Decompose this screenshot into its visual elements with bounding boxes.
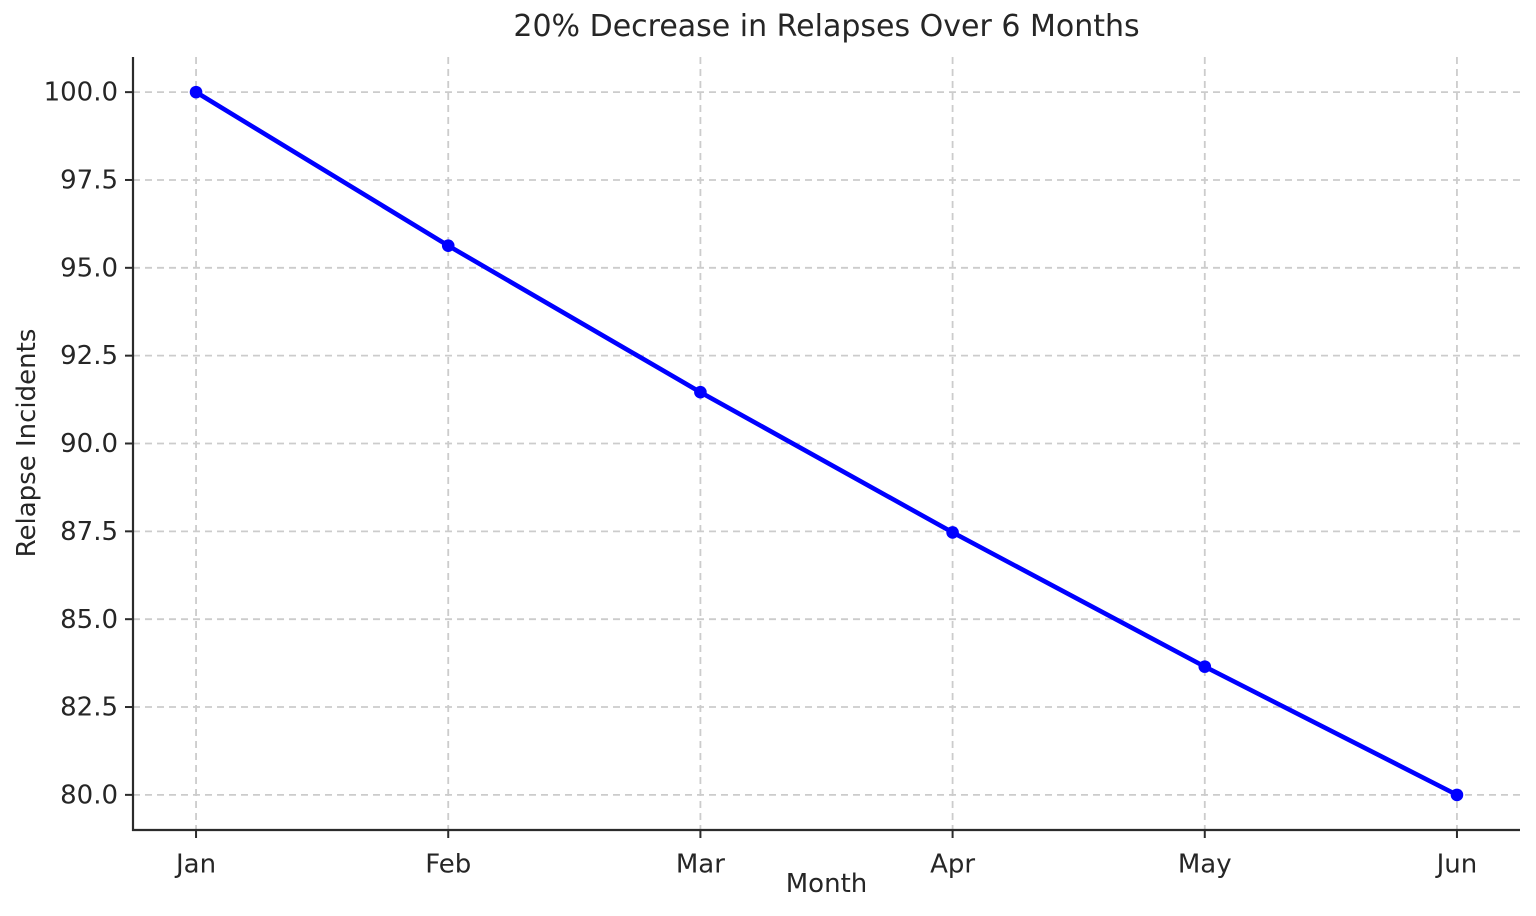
y-tick-label: 90.0 [60, 429, 118, 459]
data-point [189, 85, 203, 99]
x-axis-label: Month [785, 869, 868, 899]
x-tick-label: Feb [425, 850, 471, 880]
chart-title: 20% Decrease in Relapses Over 6 Months [513, 9, 1140, 44]
y-tick-label: 100.0 [44, 78, 118, 108]
x-tick-label: May [1178, 850, 1232, 880]
data-point [1450, 788, 1464, 802]
x-tick-label: Jan [174, 850, 216, 880]
y-tick-label: 87.5 [60, 517, 118, 547]
x-tick-label: Apr [930, 850, 975, 880]
data-line [193, 89, 1460, 798]
data-point [946, 526, 959, 539]
data-point [694, 385, 707, 399]
y-tick-label: 85.0 [60, 605, 118, 635]
y-axis-label: Relapse Incidents [12, 328, 42, 558]
y-tick-label: 80.0 [60, 780, 118, 810]
x-tick-label: Mar [676, 850, 725, 880]
data-point [1198, 660, 1212, 673]
data-point [441, 239, 455, 252]
y-tick-label: 95.0 [60, 253, 118, 283]
y-tick-label: 92.5 [60, 341, 118, 371]
y-tick-label: 82.5 [60, 693, 118, 723]
x-tick-label: Jun [1435, 850, 1478, 880]
y-tick-label: 97.5 [60, 166, 118, 196]
